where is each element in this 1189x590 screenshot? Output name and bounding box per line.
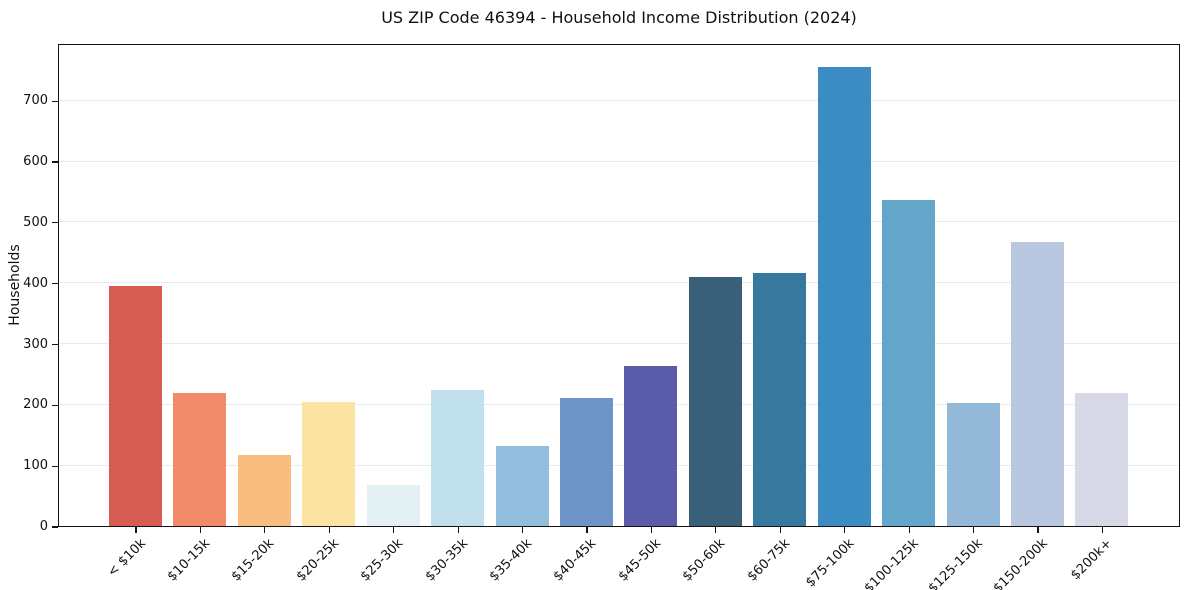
- x-tick-label: $40-45k: [551, 536, 600, 585]
- y-tick-label: 400: [23, 275, 48, 291]
- y-tick-label: 0: [39, 519, 48, 534]
- y-tick-label: 600: [23, 154, 48, 169]
- bar-$100-125k: [882, 199, 936, 526]
- x-tick-mark: [586, 527, 588, 533]
- x-tick-mark: [844, 527, 846, 533]
- gridline-500: [59, 221, 1179, 223]
- x-tick-mark: [328, 527, 330, 533]
- bar-$75-100k: [817, 66, 871, 526]
- bar-< $10k: [109, 286, 162, 526]
- plot-area: [58, 44, 1180, 527]
- x-tick-mark: [650, 527, 653, 533]
- y-axis: 0 100 200 300 400 500 600 700: [0, 44, 58, 534]
- bar-$25-30k: [366, 485, 420, 526]
- x-tick-label: $25-30k: [357, 536, 407, 585]
- y-tick-mark: [52, 404, 58, 406]
- x-tick-mark: [199, 527, 202, 533]
- x-tick-mark: [521, 527, 524, 533]
- x-tick-mark: [715, 527, 717, 533]
- y-tick-mark: [52, 222, 58, 224]
- x-tick-mark: [393, 527, 395, 533]
- bar-$50-60k: [688, 276, 742, 526]
- x-tick-label: $100-125k: [861, 536, 922, 590]
- bar-$60-75k: [753, 272, 807, 526]
- y-tick-mark: [52, 283, 58, 285]
- x-tick-mark: [908, 527, 910, 533]
- gridline-300: [59, 343, 1179, 345]
- y-tick-mark: [52, 343, 58, 346]
- x-tick-label: $10-15k: [164, 536, 214, 585]
- gridline-100: [59, 464, 1179, 466]
- x-tick-label: $50-60k: [679, 536, 729, 585]
- y-tick-mark: [52, 526, 58, 528]
- x-tick-label: $20-25k: [293, 536, 342, 585]
- y-tick-mark: [52, 161, 58, 163]
- x-tick-label: $30-35k: [422, 536, 471, 585]
- x-tick-mark: [264, 527, 266, 533]
- y-tick-label: 500: [23, 214, 48, 230]
- x-tick-mark: [457, 527, 459, 533]
- bar-$125-150k: [946, 402, 1000, 526]
- bar-$10-15k: [173, 392, 227, 526]
- x-tick-label: $200k+: [1068, 536, 1116, 584]
- y-tick-label: 200: [23, 397, 48, 413]
- x-tick-mark: [1037, 527, 1039, 533]
- x-tick-mark: [972, 527, 975, 533]
- x-tick-label: $60-75k: [744, 536, 793, 585]
- gridline-200: [59, 403, 1179, 405]
- x-tick-mark: [135, 527, 137, 533]
- bar-$30-35k: [431, 389, 485, 526]
- x-tick-label: < $10k: [104, 536, 149, 581]
- x-tick-label: $45-50k: [615, 536, 665, 585]
- bar-$20-25k: [302, 401, 356, 526]
- bar-$200k+: [1075, 393, 1129, 526]
- gridline-400: [59, 282, 1179, 284]
- x-tick-label: $75-100k: [802, 536, 858, 590]
- x-tick-label: $150-200k: [990, 536, 1051, 590]
- chart-title: US ZIP Code 46394 - Household Income Dis…: [381, 8, 857, 27]
- bar-$40-45k: [560, 397, 613, 526]
- y-tick-label: 700: [23, 93, 48, 109]
- x-axis: < $10k $10-15k $15-20k $20-25k $25-30k $30-35…: [58, 527, 1180, 590]
- x-tick-label: $15-20k: [228, 536, 278, 585]
- x-tick-mark: [779, 527, 781, 533]
- x-tick-mark: [1101, 527, 1104, 533]
- x-tick-label: $35-40k: [486, 536, 536, 585]
- x-tick-label: $125-150k: [926, 536, 987, 590]
- y-tick-label: 100: [23, 458, 48, 474]
- bar-$15-20k: [237, 454, 291, 526]
- bar-$150-200k: [1011, 241, 1065, 526]
- y-tick-mark: [52, 100, 58, 102]
- y-tick-label: 300: [23, 336, 48, 352]
- gridline-600: [59, 160, 1179, 162]
- bar-$45-50k: [624, 366, 678, 526]
- gridline-700: [59, 99, 1179, 101]
- y-tick-mark: [52, 465, 58, 467]
- bar-$35-40k: [495, 446, 549, 526]
